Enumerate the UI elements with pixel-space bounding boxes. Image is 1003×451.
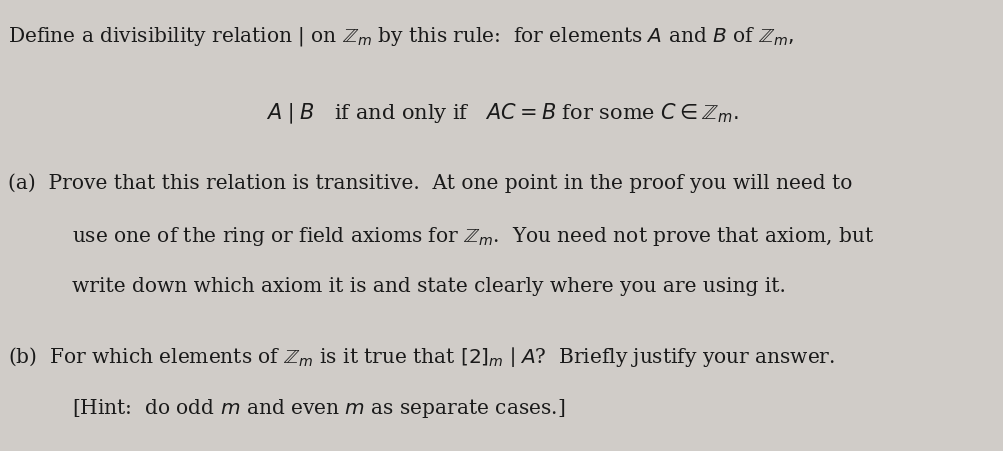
Text: (b)  For which elements of $\mathbb{Z}_m$ is it true that $[2]_m \mid A$?  Brief: (b) For which elements of $\mathbb{Z}_m$… [8, 345, 834, 369]
Text: Define a divisibility relation $|$ on $\mathbb{Z}_m$ by this rule:  for elements: Define a divisibility relation $|$ on $\… [8, 25, 793, 48]
Text: $A \mid B$   if and only if   $AC = B$ for some $C \in \mathbb{Z}_m.$: $A \mid B$ if and only if $AC = B$ for s… [266, 101, 737, 126]
Text: write down which axiom it is and state clearly where you are using it.: write down which axiom it is and state c… [72, 277, 785, 296]
Text: [Hint:  do odd $m$ and even $m$ as separate cases.]: [Hint: do odd $m$ and even $m$ as separa… [72, 397, 565, 420]
Text: use one of the ring or field axioms for $\mathbb{Z}_m$.  You need not prove that: use one of the ring or field axioms for … [72, 226, 874, 249]
Text: (a)  Prove that this relation is transitive.  At one point in the proof you will: (a) Prove that this relation is transiti… [8, 174, 852, 193]
